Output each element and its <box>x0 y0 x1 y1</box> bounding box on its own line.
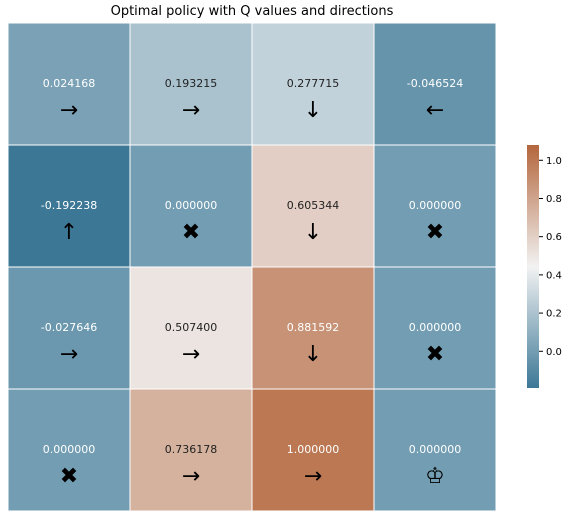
x-mark-icon-r2-c3: ✖ <box>426 342 444 367</box>
colorbar-tick-label: 1.0 <box>546 156 562 167</box>
heatmap-cell-r1-c2 <box>251 144 375 268</box>
heatmap-cell-r1-c0 <box>7 144 131 268</box>
king-icon-r3-c3: ♔ <box>425 464 445 489</box>
colorbar-tick-label: 0.4 <box>546 270 562 281</box>
x-mark-icon-r1-c1: ✖ <box>182 220 200 245</box>
x-mark-icon-r1-c3: ✖ <box>426 220 444 245</box>
arrow-down-icon-r0-c2: ↓ <box>304 98 322 123</box>
x-mark-icon-r3-c0: ✖ <box>60 464 78 489</box>
arrow-right-icon-r3-c1: → <box>182 464 200 489</box>
cell-value-label-r3-c0: 0.000000 <box>43 443 96 456</box>
heatmap-cell-r3-c0 <box>7 388 131 512</box>
colorbar-gradient <box>527 145 539 388</box>
arrow-right-icon-r0-c0: → <box>60 98 78 123</box>
cell-value-label-r1-c3: 0.000000 <box>409 199 462 212</box>
cell-value-label-r2-c3: 0.000000 <box>409 321 462 334</box>
arrow-left-icon-r0-c3: ← <box>426 98 444 123</box>
heatmap-cell-r2-c3 <box>373 266 497 390</box>
cell-value-label-r2-c2: 0.881592 <box>287 321 340 334</box>
cell-value-label-r1-c2: 0.605344 <box>287 199 340 212</box>
cell-value-label-r3-c2: 1.000000 <box>287 443 340 456</box>
cell-value-label-r0-c2: 0.277715 <box>287 77 340 90</box>
heatmap-cell-r0-c2 <box>251 22 375 146</box>
colorbar-tick-label: 0.8 <box>546 194 562 205</box>
cell-value-label-r1-c0: -0.192238 <box>41 199 97 212</box>
colorbar-tick-label: 0.6 <box>546 232 562 243</box>
heatmap-cell-r1-c1 <box>129 144 253 268</box>
heatmap-cell-r1-c3 <box>373 144 497 268</box>
heatmap-cell-r2-c1 <box>129 266 253 390</box>
cell-value-label-r3-c1: 0.736178 <box>165 443 218 456</box>
arrow-right-icon-r2-c1: → <box>182 342 200 367</box>
cell-value-label-r3-c3: 0.000000 <box>409 443 462 456</box>
cell-value-label-r1-c1: 0.000000 <box>165 199 218 212</box>
cell-value-label-r2-c0: -0.027646 <box>41 321 97 334</box>
heatmap-cell-r2-c0 <box>7 266 131 390</box>
arrow-down-icon-r2-c2: ↓ <box>304 342 322 367</box>
cell-value-label-r0-c0: 0.024168 <box>43 77 96 90</box>
arrow-right-icon-r0-c1: → <box>182 98 200 123</box>
chart-title: Optimal policy with Q values and directi… <box>110 4 394 19</box>
colorbar-tick-label: 0.0 <box>546 347 562 358</box>
arrow-right-icon-r2-c0: → <box>60 342 78 367</box>
arrow-down-icon-r1-c2: ↓ <box>304 220 322 245</box>
heatmap-cell-r3-c2 <box>251 388 375 512</box>
colorbar-tick-label: 0.2 <box>546 309 562 320</box>
heatmap-cell-r3-c3 <box>373 388 497 512</box>
arrow-right-icon-r3-c2: → <box>304 464 322 489</box>
cell-value-label-r2-c1: 0.507400 <box>165 321 218 334</box>
heatmap-cell-r2-c2 <box>251 266 375 390</box>
heatmap-cell-r3-c1 <box>129 388 253 512</box>
cell-value-label-r0-c1: 0.193215 <box>165 77 218 90</box>
arrow-up-icon-r1-c0: ↑ <box>60 220 78 245</box>
cell-value-label-r0-c3: -0.046524 <box>407 77 463 90</box>
